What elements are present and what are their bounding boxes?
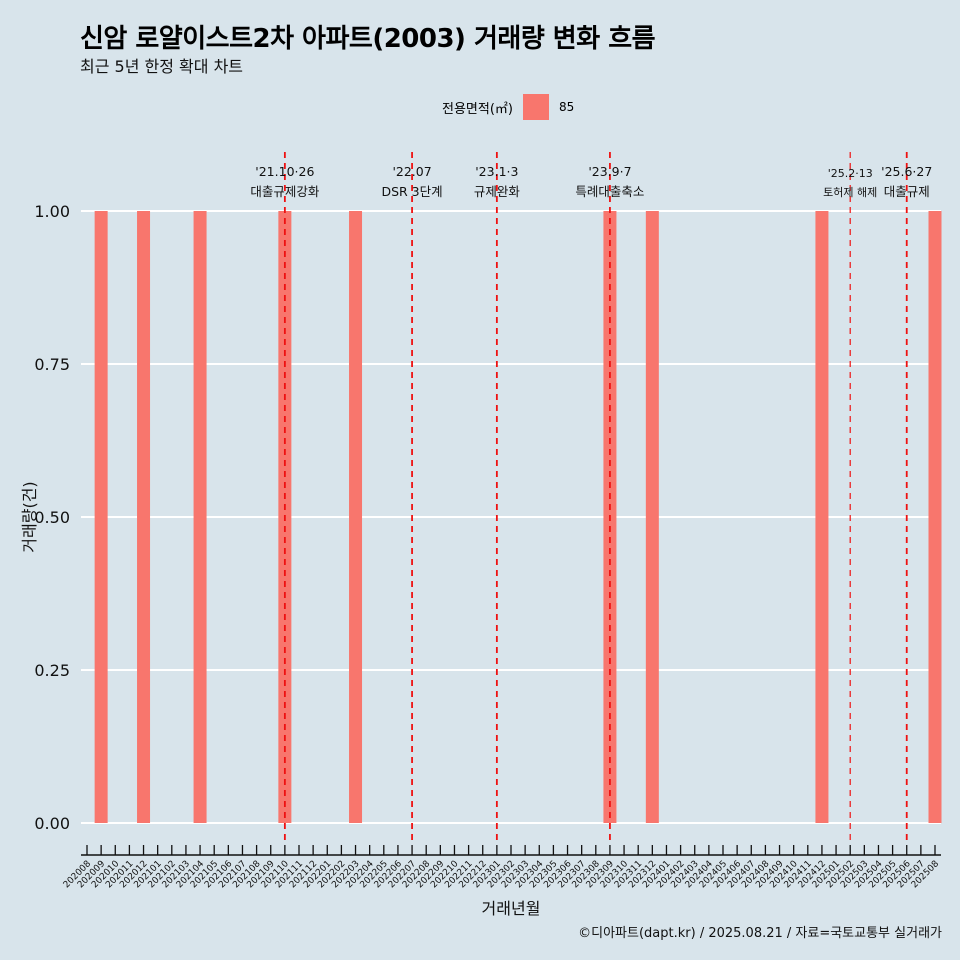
y-tick-label: 0.75 — [34, 355, 70, 374]
bar — [349, 211, 363, 823]
legend-swatch — [522, 94, 549, 120]
y-tick-label: 0.00 — [34, 814, 70, 833]
y-tick-label: 0.50 — [34, 508, 70, 527]
annotation-label: 특례대출축소 — [575, 184, 644, 199]
annotation-date: '25.2·13 — [828, 167, 873, 180]
annotation-date: '22.07 — [392, 164, 431, 179]
annotation-label: 대출규제 — [884, 184, 930, 199]
legend-label: 85 — [558, 100, 575, 114]
legend-title: 전용면적(㎡) — [442, 101, 513, 117]
bar — [193, 211, 207, 823]
bar — [815, 211, 829, 823]
annotation-date: '23.9·7 — [588, 164, 631, 179]
chart-subtitle: 최근 5년 한정 확대 차트 — [80, 57, 244, 76]
y-tick-label: 0.25 — [34, 661, 70, 680]
bar — [645, 211, 659, 823]
x-axis-title: 거래년월 — [482, 899, 541, 918]
annotation-date: '25.6·27 — [881, 164, 932, 179]
annotation-label: 규제완화 — [474, 184, 521, 199]
chart-title: 신암 로얄이스트2차 아파트(2003) 거래량 변화 흐름 — [80, 24, 656, 54]
annotation-date: '23.1·3 — [475, 164, 518, 179]
annotation-label: DSR 3단계 — [381, 184, 442, 199]
annotation-date: '21.10·26 — [255, 164, 314, 179]
bar — [94, 211, 108, 823]
annotation-label: 토허제 해제 — [823, 185, 877, 199]
caption: ©디아파트(dapt.kr) / 2025.08.21 / 자료=국토교통부 실… — [578, 926, 942, 941]
legend: 전용면적(㎡) 85 — [442, 94, 574, 120]
y-tick-label: 1.00 — [34, 202, 70, 221]
bar — [928, 211, 942, 823]
y-axis-title: 거래량(건) — [20, 481, 39, 552]
bar — [137, 211, 151, 823]
annotation-label: 대출규제강화 — [250, 184, 320, 199]
